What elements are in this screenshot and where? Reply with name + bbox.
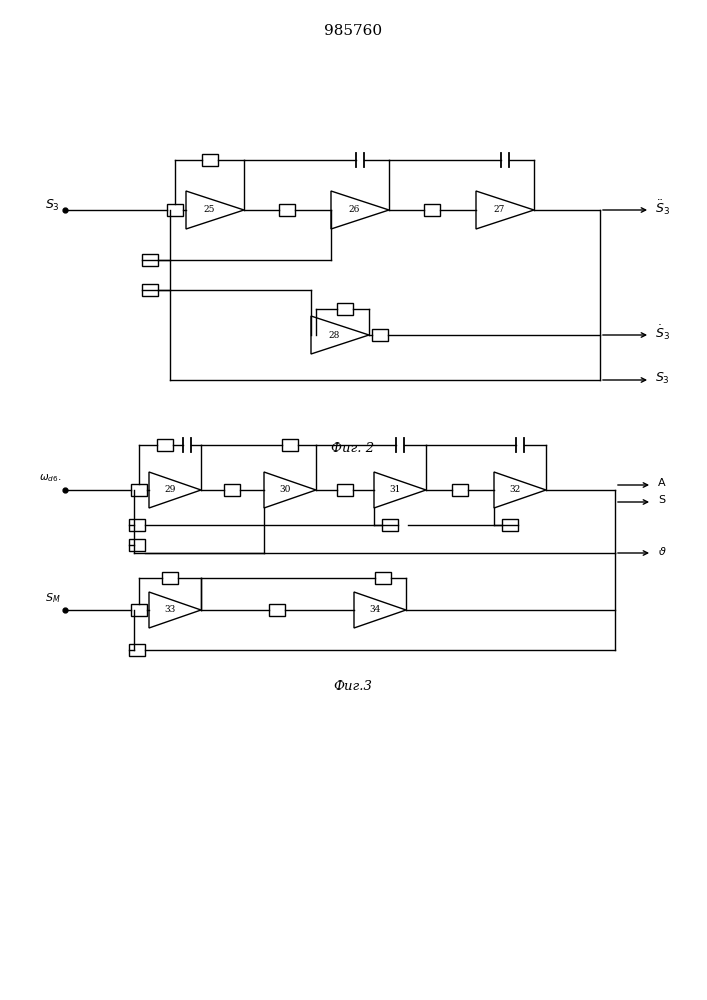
Text: Фиг.3: Фиг.3 [334, 680, 373, 693]
Text: 32: 32 [509, 486, 520, 494]
Text: 30: 30 [279, 486, 291, 494]
Bar [279, 204, 296, 216]
Bar [269, 604, 286, 616]
Text: S: S [658, 495, 665, 505]
Text: 29: 29 [164, 486, 175, 494]
Text: 33: 33 [164, 605, 175, 614]
Text: 31: 31 [389, 486, 400, 494]
Bar [142, 254, 158, 266]
Bar [142, 284, 158, 296]
Bar [282, 439, 298, 451]
Bar [202, 154, 218, 166]
Bar [129, 539, 145, 551]
Bar [337, 303, 353, 315]
Text: 34: 34 [369, 605, 380, 614]
Text: 28: 28 [329, 330, 340, 340]
Text: 27: 27 [493, 206, 505, 215]
Bar [167, 204, 183, 216]
Text: 985760: 985760 [324, 24, 382, 38]
Bar [502, 519, 518, 531]
Text: $S_3$: $S_3$ [655, 370, 670, 386]
Text: $S_3$: $S_3$ [45, 197, 60, 213]
Text: $\ddot{S}_3$: $\ddot{S}_3$ [655, 199, 670, 217]
Bar [372, 329, 388, 341]
Bar [129, 519, 145, 531]
Bar [375, 572, 391, 584]
Text: 26: 26 [349, 206, 360, 215]
Text: $\vartheta$: $\vartheta$ [658, 545, 667, 557]
Bar [162, 572, 178, 584]
Text: $\omega_{\mathit{d6}}.$: $\omega_{\mathit{d6}}.$ [38, 472, 61, 484]
Bar [382, 519, 398, 531]
Bar [337, 484, 353, 496]
Text: $\dot{S}_3$: $\dot{S}_3$ [655, 324, 670, 342]
Text: Фиг. 2: Фиг. 2 [332, 442, 375, 455]
Bar [131, 604, 147, 616]
Bar [131, 484, 147, 496]
Bar [424, 204, 440, 216]
Bar [452, 484, 468, 496]
Text: A: A [658, 478, 665, 488]
Bar [225, 484, 240, 496]
Text: 25: 25 [204, 206, 215, 215]
Bar [129, 644, 145, 656]
Text: $S_M$: $S_M$ [45, 591, 61, 605]
Bar [157, 439, 173, 451]
